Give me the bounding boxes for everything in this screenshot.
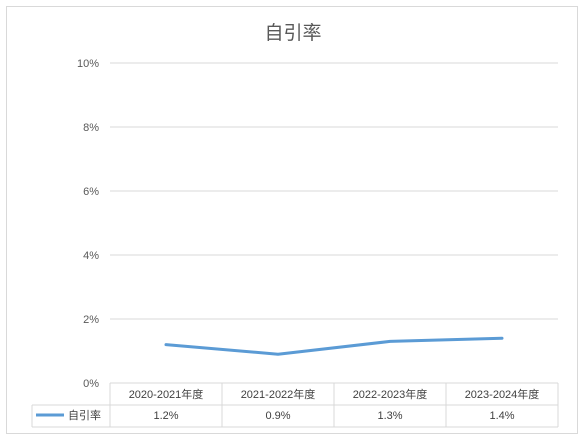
y-axis-ticks: 0% 2% 4% 6% 8% 10% xyxy=(77,58,99,390)
data-table: 2020-2021年度 2021-2022年度 2022-2023年度 2023-20… xyxy=(31,382,559,428)
data-label: 1.3% xyxy=(377,410,402,422)
series-lines xyxy=(164,336,504,356)
y-tick-label: 0% xyxy=(83,378,99,390)
category-label: 2022-2023年度 xyxy=(353,387,428,401)
y-tick-label: 2% xyxy=(83,314,99,326)
data-label: 0.9% xyxy=(265,410,290,422)
gridlines xyxy=(110,62,558,320)
y-tick-label: 8% xyxy=(83,122,99,134)
legend-label: 自引率 xyxy=(68,408,101,422)
chart-title: 自引率 xyxy=(264,22,321,44)
y-tick-label: 10% xyxy=(77,58,99,70)
data-label: 1.4% xyxy=(489,410,514,422)
data-label: 1.2% xyxy=(153,410,178,422)
series-line xyxy=(164,336,504,356)
category-label: 2020-2021年度 xyxy=(129,387,204,401)
category-label: 2021-2022年度 xyxy=(241,387,316,401)
y-tick-label: 4% xyxy=(83,250,99,262)
category-label: 2023-2024年度 xyxy=(465,387,540,401)
chart-frame xyxy=(6,6,578,434)
y-tick-label: 6% xyxy=(83,186,99,198)
